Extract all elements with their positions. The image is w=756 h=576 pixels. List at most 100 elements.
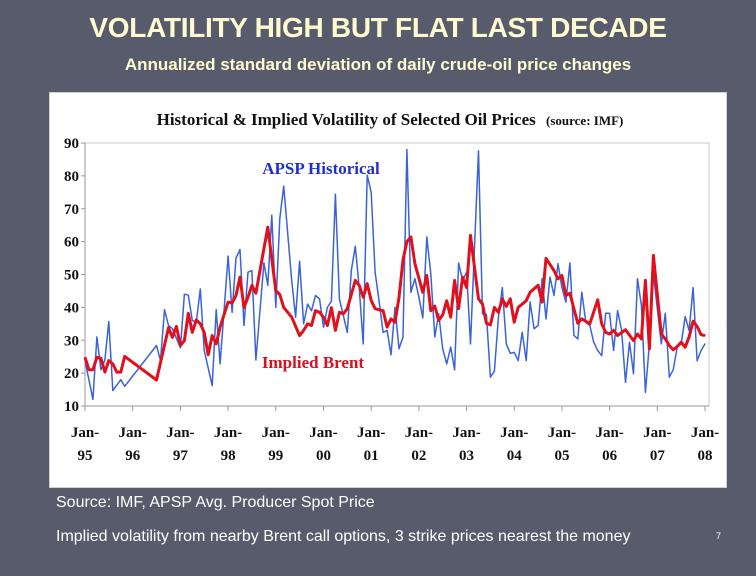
data-point-apsp-historical bbox=[529, 301, 531, 303]
data-point-apsp-historical bbox=[581, 291, 583, 293]
chart-panel: Historical & Implied Volatility of Selec… bbox=[49, 92, 727, 488]
data-point-implied-brent bbox=[517, 306, 519, 308]
series-line-implied-brent bbox=[83, 225, 706, 382]
y-tick-label: 90 bbox=[64, 136, 79, 152]
chart-title-source: (source: IMF) bbox=[546, 113, 623, 128]
data-point-apsp-historical bbox=[167, 324, 170, 327]
data-point-apsp-historical bbox=[561, 287, 563, 289]
data-point-implied-brent bbox=[96, 356, 98, 358]
data-point-apsp-historical bbox=[370, 191, 372, 193]
data-point-apsp-historical bbox=[477, 150, 480, 152]
x-tick-label-month: Jan- bbox=[548, 425, 576, 441]
data-point-implied-brent bbox=[525, 300, 527, 302]
data-point-apsp-historical bbox=[283, 185, 285, 187]
data-point-apsp-historical bbox=[402, 336, 404, 338]
data-point-implied-brent bbox=[179, 344, 181, 347]
y-tick-label: 60 bbox=[64, 235, 79, 251]
data-point-implied-brent bbox=[390, 318, 392, 320]
data-point-apsp-historical bbox=[668, 376, 670, 378]
x-tick-label-month: Jan- bbox=[357, 425, 385, 441]
data-point-implied-brent bbox=[422, 291, 424, 293]
data-point-implied-brent bbox=[469, 234, 472, 236]
plot-area-border bbox=[84, 142, 710, 407]
data-point-apsp-historical bbox=[211, 385, 213, 387]
data-point-apsp-historical bbox=[426, 236, 428, 238]
data-point-implied-brent bbox=[704, 335, 706, 337]
data-point-implied-brent bbox=[239, 276, 241, 278]
series-label-apsp-historical: APSP Historical bbox=[262, 159, 380, 178]
data-point-apsp-historical bbox=[318, 298, 321, 300]
data-point-apsp-historical bbox=[350, 269, 352, 272]
data-point-apsp-historical bbox=[601, 355, 603, 357]
data-point-apsp-historical bbox=[605, 312, 607, 314]
data-point-implied-brent bbox=[227, 301, 229, 303]
data-point-implied-brent bbox=[299, 335, 301, 337]
data-point-apsp-historical bbox=[291, 279, 293, 282]
data-point-implied-brent bbox=[541, 301, 543, 303]
data-point-apsp-historical bbox=[616, 310, 619, 312]
data-point-implied-brent bbox=[497, 311, 499, 313]
data-point-implied-brent bbox=[251, 284, 253, 286]
data-point-implied-brent bbox=[664, 338, 666, 340]
data-point-implied-brent bbox=[430, 310, 432, 312]
data-point-apsp-historical bbox=[537, 324, 539, 327]
data-point-implied-brent bbox=[283, 306, 285, 308]
x-tick-label-year: 00 bbox=[316, 448, 331, 464]
x-tick-label-year: 99 bbox=[268, 448, 283, 464]
x-tick-label-month: Jan- bbox=[214, 425, 242, 441]
data-point-implied-brent bbox=[183, 339, 185, 342]
data-point-implied-brent bbox=[215, 343, 217, 345]
data-point-apsp-historical bbox=[704, 343, 706, 345]
x-tick-label-year: 03 bbox=[459, 448, 474, 464]
x-tick-label-month: Jan- bbox=[452, 425, 480, 441]
data-point-implied-brent bbox=[175, 325, 178, 328]
data-point-implied-brent bbox=[120, 371, 122, 373]
data-point-apsp-historical bbox=[549, 276, 551, 278]
data-point-apsp-historical bbox=[410, 291, 412, 293]
data-point-apsp-historical bbox=[644, 391, 647, 393]
data-point-apsp-historical bbox=[565, 301, 567, 303]
data-point-apsp-historical bbox=[295, 316, 297, 318]
data-point-implied-brent bbox=[426, 274, 428, 277]
data-point-apsp-historical bbox=[92, 398, 94, 401]
data-point-implied-brent bbox=[442, 314, 444, 316]
data-point-implied-brent bbox=[640, 338, 643, 340]
x-tick-label-year: 08 bbox=[698, 448, 713, 464]
x-tick-label-month: Jan- bbox=[405, 425, 433, 441]
data-point-implied-brent bbox=[446, 300, 448, 302]
data-point-apsp-historical bbox=[191, 319, 193, 322]
data-point-implied-brent bbox=[636, 333, 639, 335]
data-point-implied-brent bbox=[473, 266, 476, 268]
data-point-implied-brent bbox=[652, 254, 654, 257]
page-number: 7 bbox=[716, 531, 722, 541]
data-point-implied-brent bbox=[382, 310, 384, 312]
data-point-implied-brent bbox=[481, 303, 484, 305]
x-tick-label-month: Jan- bbox=[643, 425, 671, 441]
data-point-implied-brent bbox=[191, 331, 193, 333]
data-point-implied-brent bbox=[613, 329, 615, 331]
data-point-implied-brent bbox=[545, 257, 547, 259]
data-point-apsp-historical bbox=[505, 343, 507, 345]
data-point-implied-brent bbox=[565, 294, 567, 297]
data-point-implied-brent bbox=[680, 341, 682, 343]
data-point-apsp-historical bbox=[163, 309, 166, 311]
data-point-implied-brent bbox=[485, 322, 488, 324]
data-point-apsp-historical bbox=[557, 263, 559, 265]
data-point-implied-brent bbox=[696, 325, 698, 328]
volatility-line-chart: Historical & Implied Volatility of Selec… bbox=[64, 110, 719, 464]
data-point-apsp-historical bbox=[684, 315, 686, 318]
data-point-apsp-historical bbox=[632, 373, 635, 375]
data-point-implied-brent bbox=[362, 296, 364, 298]
data-point-implied-brent bbox=[601, 323, 603, 325]
data-point-apsp-historical bbox=[672, 369, 674, 371]
data-point-implied-brent bbox=[358, 284, 360, 286]
data-point-implied-brent bbox=[374, 308, 376, 310]
data-point-implied-brent bbox=[414, 263, 416, 265]
data-point-apsp-historical bbox=[624, 381, 627, 383]
x-tick-label-year: 96 bbox=[125, 448, 141, 464]
source-note: Source: IMF, APSP Avg. Producer Spot Pri… bbox=[56, 494, 375, 511]
data-point-apsp-historical bbox=[354, 245, 356, 247]
x-tick-label-month: Jan- bbox=[71, 425, 99, 441]
data-point-apsp-historical bbox=[569, 262, 571, 264]
data-point-implied-brent bbox=[310, 324, 313, 327]
